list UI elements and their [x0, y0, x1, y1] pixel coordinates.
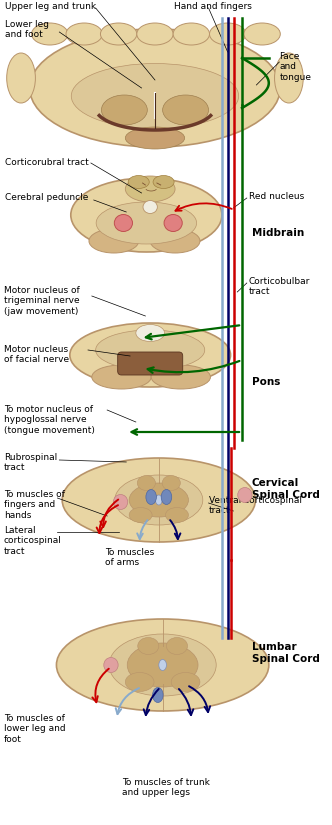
- Ellipse shape: [138, 638, 159, 654]
- Ellipse shape: [161, 489, 172, 505]
- Ellipse shape: [275, 53, 303, 103]
- Text: Red nucleus: Red nucleus: [249, 192, 304, 201]
- Ellipse shape: [62, 458, 255, 542]
- Ellipse shape: [127, 643, 198, 687]
- Ellipse shape: [244, 23, 280, 45]
- Ellipse shape: [101, 95, 147, 125]
- Ellipse shape: [115, 475, 203, 525]
- Ellipse shape: [146, 489, 156, 505]
- Text: Corticobulbar
tract: Corticobulbar tract: [249, 277, 310, 296]
- Ellipse shape: [96, 330, 205, 370]
- Text: Hand and fingers: Hand and fingers: [174, 2, 252, 11]
- Ellipse shape: [164, 214, 182, 232]
- Ellipse shape: [56, 619, 269, 711]
- Ellipse shape: [166, 638, 188, 654]
- Ellipse shape: [30, 29, 280, 147]
- Text: Lateral
corticospinal
tract: Lateral corticospinal tract: [4, 526, 62, 556]
- Text: Cervical
Spinal Cord: Cervical Spinal Cord: [252, 478, 319, 500]
- Ellipse shape: [171, 672, 200, 691]
- Ellipse shape: [129, 483, 189, 517]
- Ellipse shape: [125, 672, 154, 691]
- Text: Face
and
tongue: Face and tongue: [279, 52, 311, 82]
- Ellipse shape: [136, 324, 165, 342]
- Text: Midbrain: Midbrain: [252, 228, 304, 238]
- Ellipse shape: [109, 634, 216, 696]
- Ellipse shape: [155, 495, 162, 505]
- Text: To motor nucleus of
hypoglossal nerve
(tongue movement): To motor nucleus of hypoglossal nerve (t…: [4, 405, 95, 435]
- Ellipse shape: [128, 176, 149, 188]
- Ellipse shape: [137, 475, 155, 491]
- Ellipse shape: [71, 64, 239, 129]
- Text: Cerebral peduncle: Cerebral peduncle: [5, 193, 88, 202]
- Text: To muscles of
fingers and
hands: To muscles of fingers and hands: [4, 490, 65, 520]
- Ellipse shape: [209, 23, 246, 45]
- Ellipse shape: [89, 229, 139, 253]
- Ellipse shape: [163, 95, 208, 125]
- Ellipse shape: [32, 23, 68, 45]
- Text: To muscles of
lower leg and
foot: To muscles of lower leg and foot: [4, 714, 65, 744]
- Ellipse shape: [101, 23, 137, 45]
- Text: Motor nucleus
of facial nerve: Motor nucleus of facial nerve: [4, 345, 69, 365]
- Text: Pons: Pons: [252, 377, 280, 387]
- Ellipse shape: [238, 488, 252, 502]
- Text: Corticorubral tract: Corticorubral tract: [5, 158, 89, 167]
- Ellipse shape: [104, 658, 118, 672]
- Ellipse shape: [71, 178, 222, 252]
- Text: Ventral corticospinal
tract: Ventral corticospinal tract: [208, 496, 301, 516]
- Ellipse shape: [7, 53, 36, 103]
- Ellipse shape: [70, 323, 230, 387]
- Ellipse shape: [153, 687, 163, 703]
- Ellipse shape: [143, 200, 157, 214]
- Text: Motor nucleus of
trigeminal nerve
(jaw movement): Motor nucleus of trigeminal nerve (jaw m…: [4, 286, 80, 316]
- Text: Rubrospinal
tract: Rubrospinal tract: [4, 453, 57, 473]
- Ellipse shape: [151, 365, 210, 389]
- Ellipse shape: [96, 202, 197, 244]
- Ellipse shape: [66, 23, 102, 45]
- Text: Lower leg
and foot: Lower leg and foot: [5, 20, 49, 40]
- Ellipse shape: [159, 659, 166, 671]
- Text: To muscles of trunk
and upper legs: To muscles of trunk and upper legs: [123, 778, 210, 798]
- Text: Upper leg and trunk: Upper leg and trunk: [5, 2, 96, 11]
- Ellipse shape: [150, 229, 200, 253]
- Ellipse shape: [137, 23, 173, 45]
- Text: To muscles
of arms: To muscles of arms: [105, 548, 154, 568]
- Ellipse shape: [125, 127, 185, 149]
- Ellipse shape: [153, 176, 174, 188]
- FancyBboxPatch shape: [118, 352, 183, 375]
- Ellipse shape: [114, 214, 132, 232]
- Ellipse shape: [92, 365, 151, 389]
- Ellipse shape: [125, 176, 175, 202]
- Ellipse shape: [173, 23, 209, 45]
- Ellipse shape: [113, 494, 128, 510]
- Ellipse shape: [162, 475, 180, 491]
- Ellipse shape: [129, 507, 152, 522]
- Ellipse shape: [165, 507, 189, 522]
- Text: Lumbar
Spinal Cord: Lumbar Spinal Cord: [252, 642, 319, 663]
